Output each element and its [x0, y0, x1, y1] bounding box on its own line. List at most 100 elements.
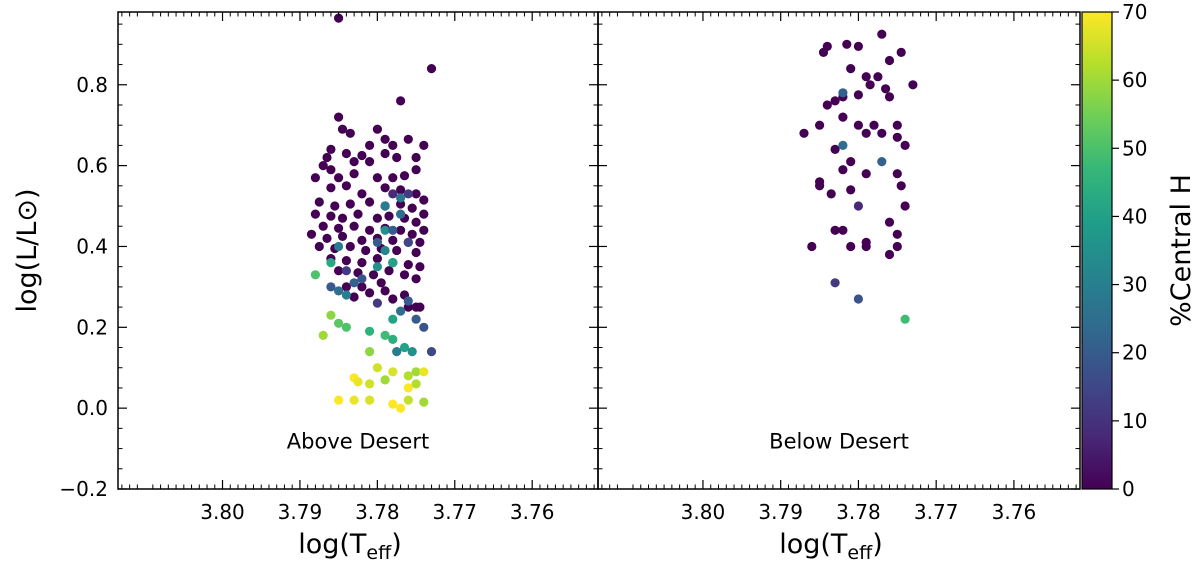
data-point: [365, 326, 375, 336]
data-point: [426, 347, 437, 357]
data-point: [396, 193, 406, 203]
plot-frame-above-desert: [117, 11, 599, 490]
data-point: [830, 144, 840, 154]
ticks-below-desert: [598, 12, 1080, 490]
data-point: [884, 92, 895, 102]
data-point: [865, 80, 875, 90]
data-point: [884, 55, 895, 66]
data-point: [877, 29, 887, 39]
data-point: [326, 310, 336, 320]
data-point: [380, 286, 390, 296]
data-point: [411, 274, 421, 284]
data-point: [892, 132, 902, 142]
data-point: [376, 278, 386, 288]
data-point: [341, 282, 351, 292]
data-point: [896, 181, 906, 191]
data-point: [372, 124, 382, 134]
data-point: [380, 375, 390, 385]
y-tick-label: 0.2: [76, 315, 108, 339]
data-point: [403, 296, 413, 306]
data-point: [334, 266, 344, 276]
data-point: [341, 256, 351, 266]
data-point: [365, 288, 375, 298]
x-tick-label: 3.77: [914, 500, 959, 524]
data-point: [326, 258, 336, 268]
y-tick-labels: −0.2 0.0 0.2 0.4 0.6 0.8: [59, 73, 108, 501]
colorbar-tick-label: 10: [1122, 409, 1147, 433]
y-tick-label: 0.4: [76, 234, 108, 258]
colorbar-tick-label: 40: [1122, 204, 1147, 228]
data-point: [334, 173, 344, 183]
data-point: [838, 225, 848, 235]
data-point: [419, 367, 429, 377]
data-point: [388, 173, 398, 183]
data-point: [411, 314, 421, 324]
data-point: [838, 140, 848, 150]
data-point: [353, 209, 363, 219]
colorbar-tick-label: 70: [1122, 0, 1147, 24]
data-point: [892, 241, 902, 252]
data-point: [357, 274, 367, 284]
colorbar: 0 10 20 30 40 50 60 70 %Central H: [1081, 0, 1197, 501]
data-point: [403, 371, 413, 381]
data-point: [881, 84, 891, 94]
data-point: [365, 395, 375, 405]
data-point: [900, 140, 910, 150]
data-point: [877, 128, 887, 138]
x-tick-label: 3.79: [278, 500, 323, 524]
x-tick-labels: 3.80 3.79 3.78 3.77 3.76 3.80 3.79 3.78 3.77 3.76: [200, 500, 1036, 524]
data-point: [861, 72, 871, 82]
plot-frame-below-desert: [597, 11, 1081, 490]
data-point: [380, 225, 390, 235]
data-point: [877, 157, 887, 167]
data-point: [426, 64, 437, 74]
data-point: [357, 282, 367, 292]
data-point: [846, 157, 856, 167]
data-point: [365, 225, 375, 235]
data-point: [314, 241, 324, 252]
data-point: [838, 165, 848, 175]
data-point: [380, 330, 390, 340]
data-point: [415, 302, 425, 312]
data-point: [337, 124, 348, 134]
data-point: [372, 213, 382, 223]
data-point: [403, 395, 413, 405]
data-point: [380, 148, 390, 159]
data-point: [341, 290, 351, 300]
ticks-above-desert: [118, 12, 598, 490]
data-point: [384, 211, 394, 221]
data-point: [306, 229, 317, 239]
x-tick-label: 3.80: [681, 500, 726, 524]
data-point: [326, 211, 336, 221]
colorbar-tick-label: 0: [1122, 477, 1135, 501]
panel-below-desert: Below Desert: [597, 11, 1081, 490]
data-point: [403, 383, 413, 393]
data-point: [411, 379, 421, 389]
x-tick-label: 3.76: [510, 500, 555, 524]
data-point: [341, 322, 351, 332]
data-point: [357, 150, 367, 161]
data-point: [341, 266, 351, 276]
data-point: [349, 221, 359, 231]
data-point: [310, 270, 320, 280]
data-point: [334, 13, 344, 23]
y-tick-label: 0.8: [76, 73, 108, 97]
data-point: [365, 197, 375, 207]
data-point: [334, 112, 344, 122]
data-point: [396, 306, 406, 316]
data-point: [900, 314, 910, 324]
data-point: [419, 397, 429, 407]
data-point: [330, 201, 340, 211]
data-point: [345, 199, 355, 209]
data-point: [334, 223, 344, 233]
panel-label-below-desert: Below Desert: [769, 430, 909, 454]
data-point: [407, 347, 417, 357]
data-point: [384, 266, 394, 276]
data-point: [392, 245, 402, 256]
points-below-desert: [799, 29, 918, 324]
data-point: [388, 294, 398, 304]
data-point: [380, 183, 390, 193]
data-point: [419, 322, 429, 332]
y-axis-label: log(L/L⊙): [12, 188, 43, 312]
data-point: [846, 185, 856, 195]
